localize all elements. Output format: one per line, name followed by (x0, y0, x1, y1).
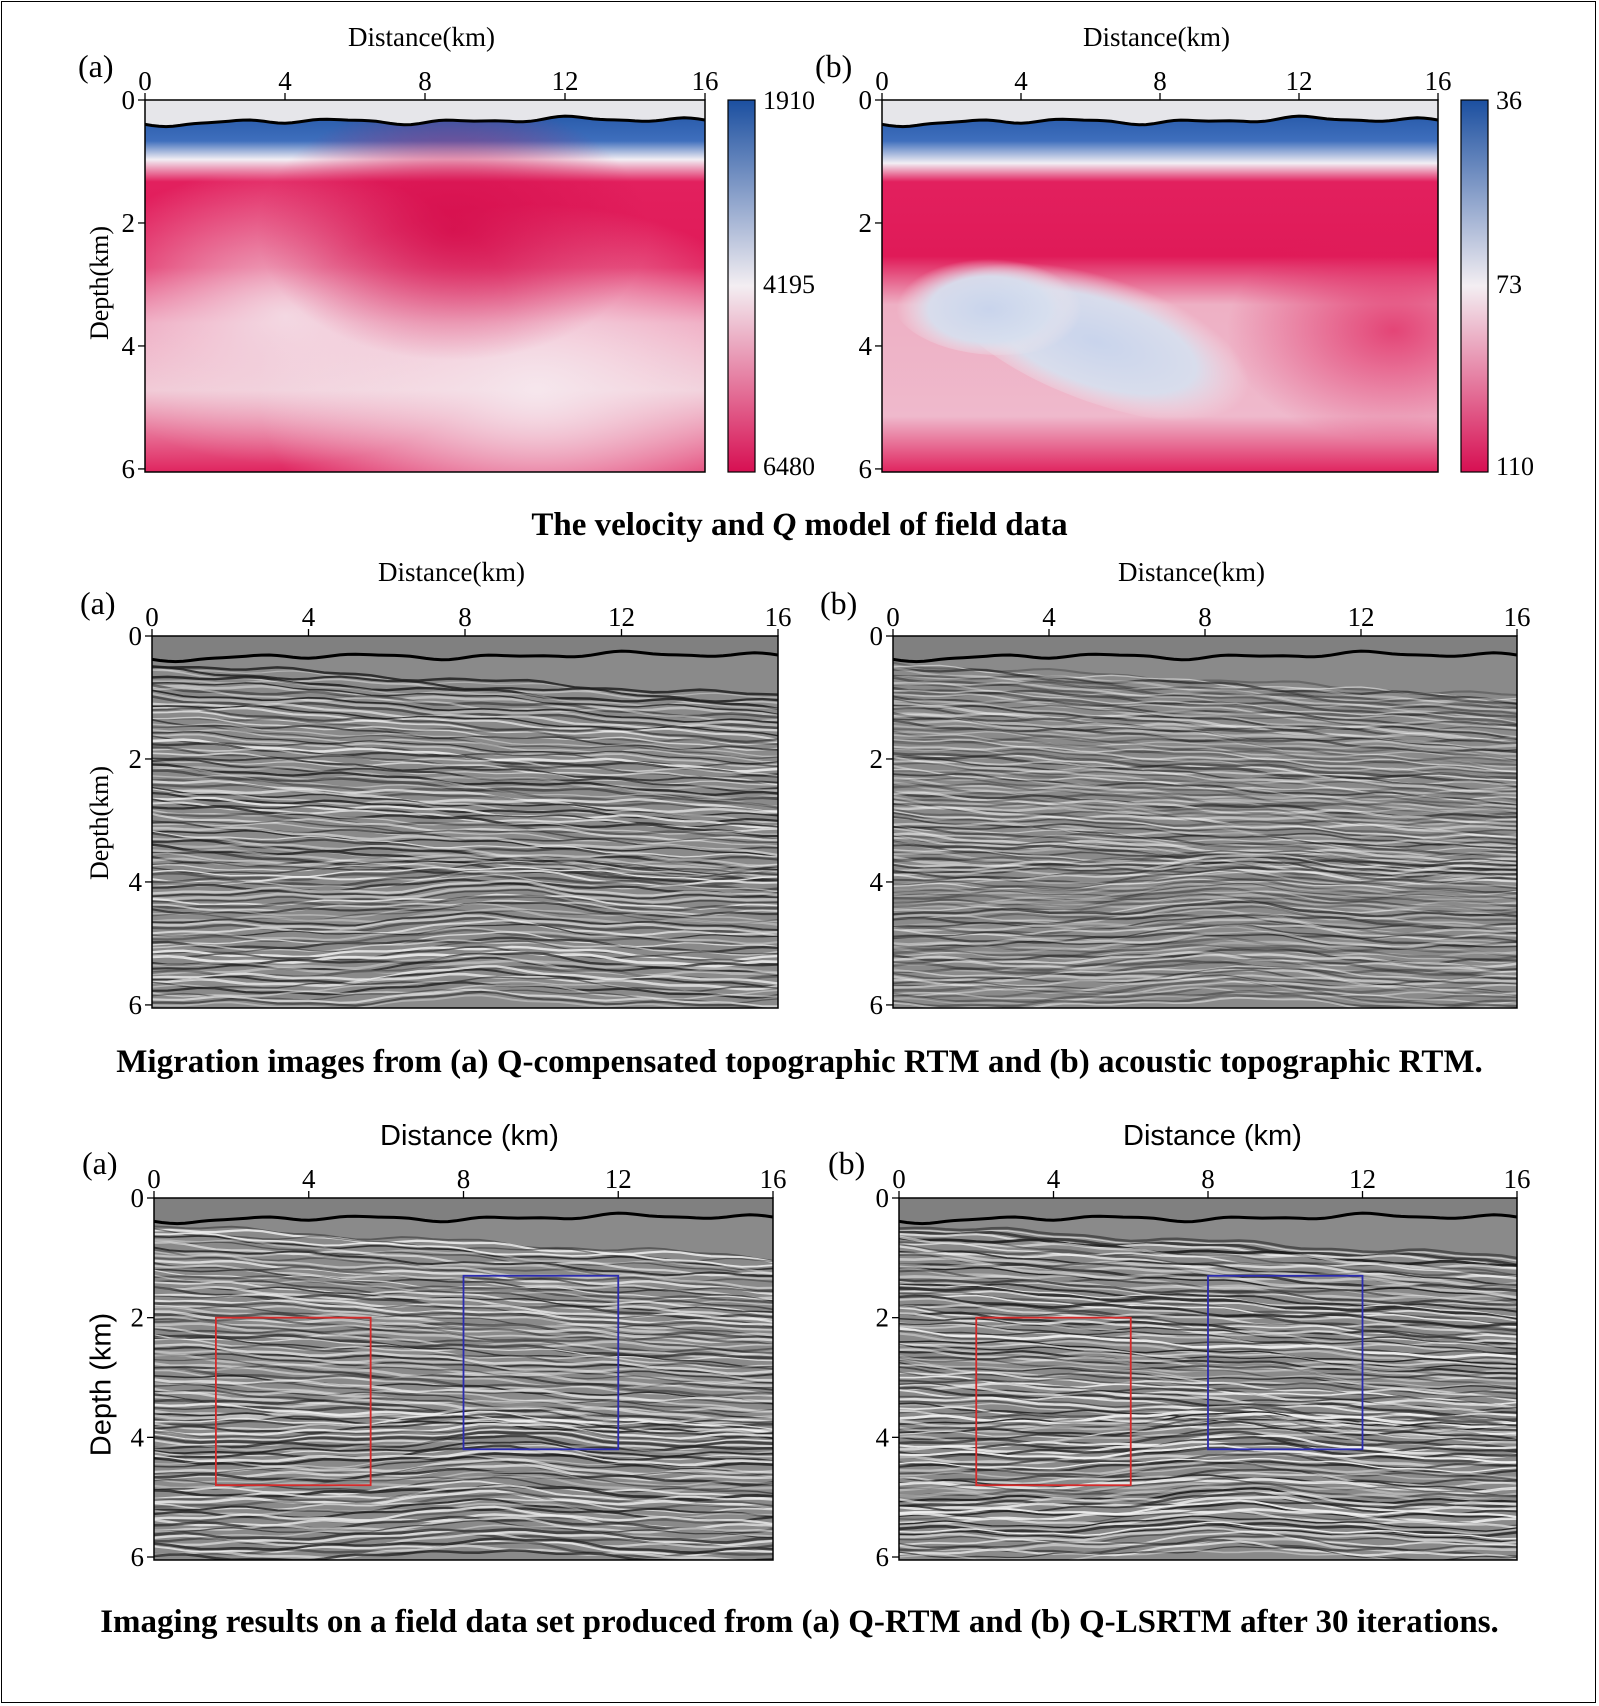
fig1-b-label: (b) (815, 48, 853, 84)
f1b-ytick-label: 4 (859, 331, 873, 361)
fig3-caption: Imaging results on a field data set prod… (100, 1604, 1499, 1640)
f1b-xtick-label: 8 (1153, 66, 1167, 96)
fig3-a-ylabel: Depth (km) (85, 1312, 118, 1457)
f1b-xtick-label: 0 (875, 66, 889, 96)
f1b-xtick-label: 4 (1014, 66, 1028, 96)
f1b-ytick-label: 6 (859, 454, 873, 484)
fig2-a-xlabel: Distance(km) (378, 557, 525, 587)
f1b-ytick-label: 2 (859, 208, 873, 238)
fig3-b-label: (b) (828, 1145, 866, 1181)
fig1-a-label: (a) (78, 48, 114, 84)
f1a-ytick-label: 6 (122, 454, 136, 484)
f1a-xtick-label: 0 (138, 66, 152, 96)
f1a-xtick-label: 4 (278, 66, 292, 96)
f1b-ytick-label: 0 (859, 85, 873, 115)
fig2-b-xlabel: Distance(km) (1118, 557, 1265, 587)
fig1-panel-a: 0 4 8 12 16 0 2 4 6 (a) Distance(km) Depth(km) 1… (0, 0, 815, 484)
fig1-caption-pre: The velocity and (531, 507, 773, 543)
fig1-panel-b-svg: 0 4 8 12 16 0 2 4 6 (859, 66, 1489, 484)
f1a-ytick-label: 0 (122, 85, 136, 115)
f1b-xtick-label: 12 (1286, 66, 1313, 96)
f1b-xtick-label: 16 (1425, 66, 1452, 96)
fig1-b-cbar-tick-mid: 73 (1496, 270, 1522, 299)
fig1-a-xlabel: Distance(km) (348, 22, 495, 52)
fig1-panel-b: 0 4 8 12 16 0 2 4 6 (b) Distance(km) 36 73 110 (0, 0, 1599, 484)
f1a-ytick-label: 2 (122, 208, 136, 238)
f1a-xtick-label: 12 (552, 66, 579, 96)
f1a-ytick-label: 4 (122, 331, 136, 361)
fig1-b-cbar-tick-bottom: 110 (1496, 452, 1535, 481)
fig1-caption-italic: Q (772, 507, 797, 543)
fig2-caption: Migration images from (a) Q-compensated … (116, 1044, 1483, 1080)
fig2-a-label: (a) (80, 585, 116, 621)
fig1-panel-a-svg: 0 4 8 12 16 0 2 4 6 (122, 66, 756, 484)
f1a-xtick-label: 8 (418, 66, 432, 96)
fig1-a-cbar-tick-bottom: 6480 (763, 452, 815, 481)
fig2-a-ylabel: Depth(km) (85, 765, 114, 881)
fig1-b-cbar-tick-top: 36 (1496, 86, 1522, 115)
fig1-caption: The velocity and Q model of field data (0, 500, 1599, 550)
fig3-a-xlabel: Distance (km) (380, 1120, 559, 1152)
f1a-xtick-label: 16 (692, 66, 719, 96)
fig1-caption-post: model of field data (796, 507, 1068, 543)
fig1-a-cbar-tick-mid: 4195 (763, 270, 815, 299)
fig1-a-cbar-tick-top: 1910 (763, 86, 815, 115)
fig2-b-label: (b) (820, 585, 858, 621)
fig3-a-label: (a) (82, 1145, 118, 1181)
fig1-b-xlabel: Distance(km) (1083, 22, 1230, 52)
fig3-b-xlabel: Distance (km) (1123, 1120, 1302, 1152)
